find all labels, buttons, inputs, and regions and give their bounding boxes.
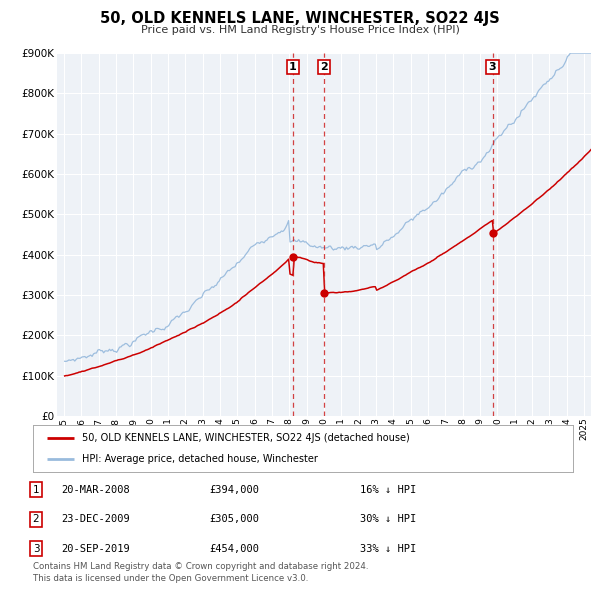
Text: Price paid vs. HM Land Registry's House Price Index (HPI): Price paid vs. HM Land Registry's House … bbox=[140, 25, 460, 35]
Text: 2: 2 bbox=[320, 62, 328, 72]
Text: HPI: Average price, detached house, Winchester: HPI: Average price, detached house, Winc… bbox=[82, 454, 317, 464]
Text: 30% ↓ HPI: 30% ↓ HPI bbox=[360, 514, 416, 524]
Text: 23-DEC-2009: 23-DEC-2009 bbox=[62, 514, 130, 524]
Text: £305,000: £305,000 bbox=[209, 514, 259, 524]
Text: 1: 1 bbox=[289, 62, 297, 72]
Text: £454,000: £454,000 bbox=[209, 544, 259, 553]
Text: 20-MAR-2008: 20-MAR-2008 bbox=[62, 485, 130, 494]
Text: 50, OLD KENNELS LANE, WINCHESTER, SO22 4JS (detached house): 50, OLD KENNELS LANE, WINCHESTER, SO22 4… bbox=[82, 432, 409, 442]
Text: Contains HM Land Registry data © Crown copyright and database right 2024.
This d: Contains HM Land Registry data © Crown c… bbox=[33, 562, 368, 583]
Text: 3: 3 bbox=[489, 62, 496, 72]
Text: 2: 2 bbox=[32, 514, 40, 524]
Text: 16% ↓ HPI: 16% ↓ HPI bbox=[360, 485, 416, 494]
Text: 33% ↓ HPI: 33% ↓ HPI bbox=[360, 544, 416, 553]
Text: 50, OLD KENNELS LANE, WINCHESTER, SO22 4JS: 50, OLD KENNELS LANE, WINCHESTER, SO22 4… bbox=[100, 11, 500, 25]
Text: 3: 3 bbox=[32, 544, 40, 553]
Text: £394,000: £394,000 bbox=[209, 485, 259, 494]
Text: 20-SEP-2019: 20-SEP-2019 bbox=[62, 544, 130, 553]
Text: 1: 1 bbox=[32, 485, 40, 494]
